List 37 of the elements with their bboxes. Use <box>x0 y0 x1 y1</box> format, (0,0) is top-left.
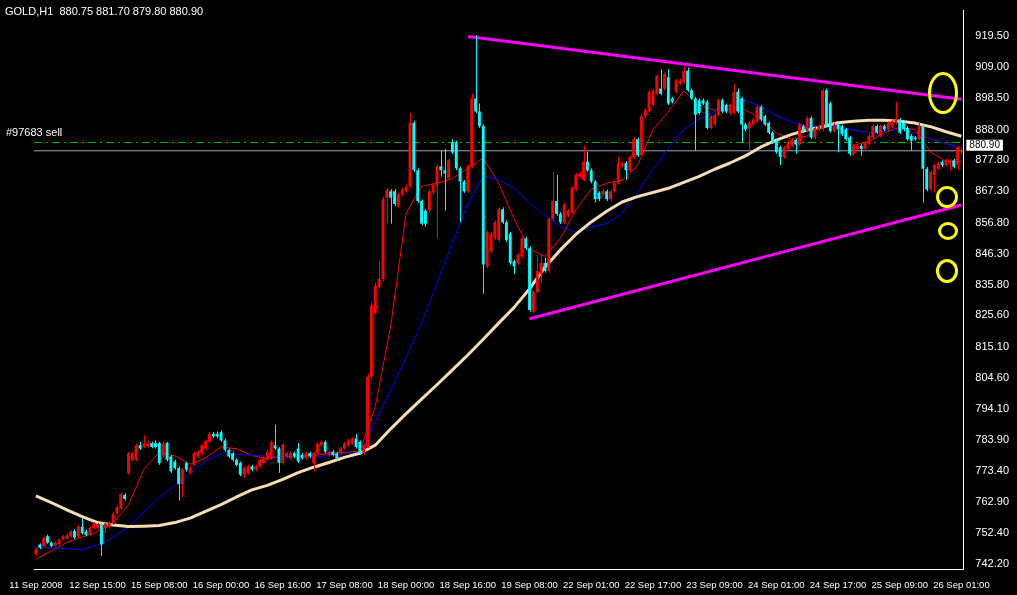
x-tick-label: 12 Sep 15:00 <box>69 578 126 590</box>
chart-title: GOLD,H1 880.75 881.70 879.80 880.90 <box>5 5 204 18</box>
x-tick-label: 24 Sep 01:00 <box>748 578 805 590</box>
y-tick-label: 835.80 <box>975 278 1010 291</box>
x-tick-label: 24 Sep 17:00 <box>809 578 867 590</box>
x-tick-label: 16 Sep 00:00 <box>192 578 250 590</box>
x-tick-label: 18 Sep 00:00 <box>377 578 435 590</box>
x-tick-label: 19 Sep 08:00 <box>501 578 558 590</box>
x-tick-label: 22 Sep 01:00 <box>562 578 620 590</box>
y-tick-label: 742.20 <box>975 556 1010 569</box>
y-tick-label: 752.40 <box>975 526 1010 539</box>
y-tick-label: 825.60 <box>975 308 1010 321</box>
x-tick-label: 23 Sep 09:00 <box>686 578 743 590</box>
y-tick-label: 762.90 <box>975 495 1010 508</box>
x-tick-label: 25 Sep 09:00 <box>871 578 928 590</box>
x-tick-label: 26 Sep 01:00 <box>933 578 990 590</box>
ref-line-label: #97683 sell <box>6 126 63 139</box>
x-tick-label: 16 Sep 16:00 <box>254 578 311 590</box>
y-tick-label: 783.90 <box>975 432 1010 445</box>
y-tick-label: 867.30 <box>975 184 1010 197</box>
y-tick-label: 898.50 <box>975 91 1010 104</box>
y-tick-label: 804.60 <box>975 370 1010 383</box>
y-tick-label: 919.50 <box>975 28 1010 41</box>
y-tick-label: 856.80 <box>975 215 1010 228</box>
x-tick-label: 22 Sep 17:00 <box>624 578 682 590</box>
y-tick-label: 773.40 <box>975 463 1010 476</box>
y-tick-label: 909.00 <box>975 60 1010 73</box>
x-tick-label: 15 Sep 08:00 <box>131 578 188 590</box>
y-tick-label: 794.10 <box>975 402 1010 415</box>
x-tick-label: 18 Sep 16:00 <box>439 578 497 590</box>
y-tick-label: 846.30 <box>975 246 1010 259</box>
x-tick-label: 11 Sep 2008 <box>9 578 63 590</box>
x-tick-label: 17 Sep 08:00 <box>316 578 373 590</box>
ref-line-label: 880.90 <box>969 139 1001 151</box>
y-tick-label: 877.80 <box>975 153 1010 166</box>
y-tick-label: 815.10 <box>975 339 1010 352</box>
y-tick-label: 888.00 <box>975 122 1010 135</box>
